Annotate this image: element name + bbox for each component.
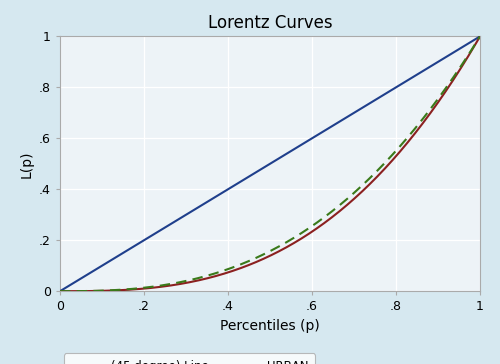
Legend: (45 degree) Line, RURAL, URBAN: (45 degree) Line, RURAL, URBAN — [64, 353, 315, 364]
X-axis label: Percentiles (p): Percentiles (p) — [220, 319, 320, 333]
Title: Lorentz Curves: Lorentz Curves — [208, 14, 332, 32]
Y-axis label: L(p): L(p) — [20, 150, 34, 178]
